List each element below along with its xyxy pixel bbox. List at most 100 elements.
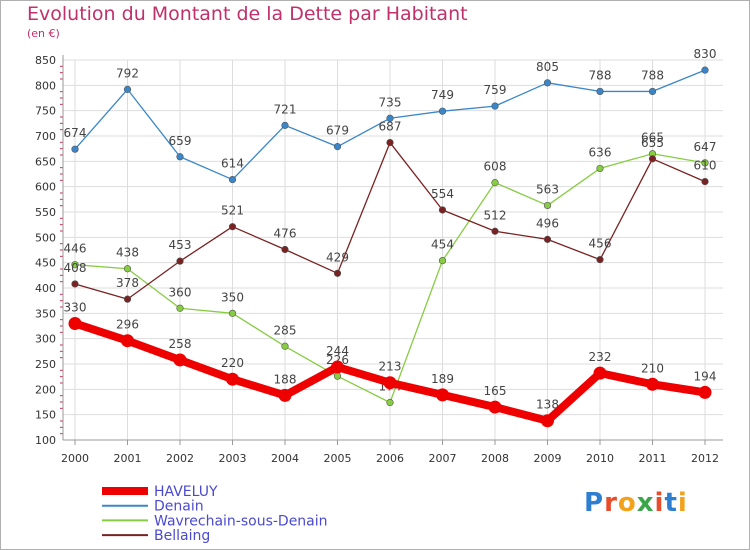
data-label: 258 [169,337,192,351]
data-point [281,245,289,254]
data-label: 330 [64,300,87,314]
data-point [333,372,342,380]
data-point [596,164,604,173]
legend-label: Denain [154,499,204,515]
legend-label: Wavrechain-sous-Denain [154,513,328,529]
data-label: 636 [589,145,612,159]
data-label: 296 [116,318,139,332]
data-label: 610 [694,159,717,173]
data-point [68,316,82,330]
data-point [176,153,184,161]
data-point [331,360,344,374]
data-label: 476 [274,226,297,240]
logo-letter: P [584,488,605,518]
data-label: 496 [536,216,559,230]
data-point [646,377,659,391]
y-tick-label: 600 [35,181,56,194]
data-label: 456 [589,237,612,251]
x-tick-label: 2003 [219,452,247,465]
data-point [228,175,237,184]
data-point [123,265,132,273]
data-label: 194 [694,369,717,383]
proxiti-logo: Proxiti [584,488,688,518]
data-label: 438 [116,246,139,260]
data-point [701,178,709,186]
data-label: 735 [379,95,402,109]
data-label: 213 [379,360,402,374]
data-point [541,414,554,428]
data-point [386,398,394,407]
y-tick-label: 100 [35,434,56,447]
data-point [383,376,397,390]
y-tick-label: 750 [35,105,56,118]
y-tick-label: 400 [35,282,56,295]
y-tick-label: 800 [35,79,56,92]
y-tick-label: 300 [35,333,56,346]
x-tick-label: 2005 [324,452,352,465]
data-label: 647 [694,140,717,154]
data-point [123,85,132,93]
data-point [228,309,237,317]
y-tick-label: 650 [35,155,56,168]
data-point [543,79,552,87]
data-label: 788 [641,68,664,82]
x-tick-label: 2011 [639,452,667,465]
x-tick-label: 2012 [691,452,719,465]
x-tick-label: 2000 [61,452,89,465]
data-label: 138 [536,398,559,412]
data-point [543,201,552,210]
data-label: 285 [274,323,297,337]
data-label: 189 [431,372,454,386]
x-tick-label: 2001 [114,452,142,465]
legend-label: Bellaing [154,528,210,544]
data-point [491,179,499,187]
data-label: 749 [431,88,454,102]
data-label: 674 [64,126,87,140]
data-label: 210 [641,361,664,375]
data-point [123,295,132,303]
data-label: 378 [116,276,139,290]
data-point [176,257,184,265]
data-point [491,227,499,235]
data-point [281,342,289,350]
data-label: 408 [64,261,87,275]
data-label: 360 [169,285,192,299]
x-tick-label: 2002 [166,452,194,465]
data-label: 830 [694,47,717,61]
data-point [386,138,394,147]
x-tick-label: 2006 [376,452,404,465]
data-point [436,388,449,402]
x-tick-label: 2007 [429,452,457,465]
logo-letter: r [604,488,618,518]
data-label: 429 [326,250,349,264]
y-tick-label: 500 [35,231,56,244]
data-label: 453 [169,238,192,252]
data-label: 655 [641,136,664,150]
data-point [701,66,709,74]
data-point [333,269,342,277]
y-tick-label: 450 [35,257,56,270]
data-label: 446 [64,242,87,256]
data-label: 788 [589,68,612,82]
data-point [228,223,237,231]
y-tick-label: 150 [35,409,56,422]
data-label: 226 [326,353,349,367]
data-point [278,388,292,402]
data-label: 608 [484,160,507,174]
logo-letter: o [617,488,637,518]
data-point [701,159,709,167]
data-point [226,372,239,386]
x-tick-label: 2008 [481,452,509,465]
data-point [648,155,657,163]
data-point [71,261,79,269]
data-label: 679 [326,124,349,138]
chart-title: Evolution du Montant de la Dette par Hab… [27,3,468,25]
data-point [438,107,447,115]
y-tick-label: 350 [35,307,56,320]
data-label: 350 [221,290,244,304]
data-point [386,114,394,122]
data-label: 659 [169,134,192,148]
y-tick-label: 850 [35,54,56,67]
data-label: 792 [116,66,139,80]
